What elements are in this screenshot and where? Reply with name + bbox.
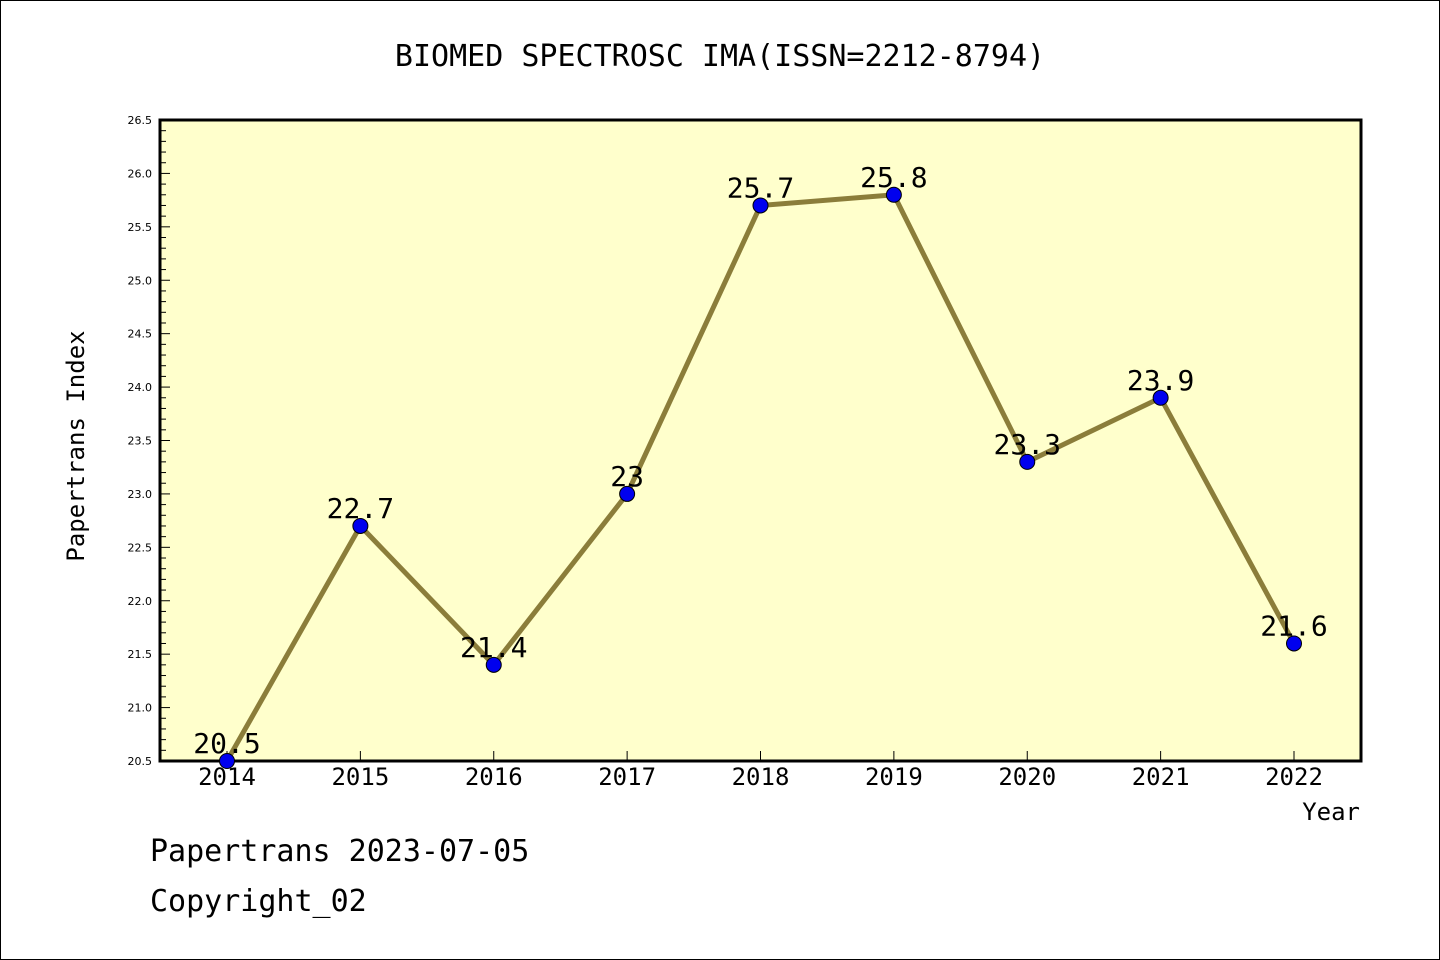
data-point [352,517,369,534]
data-label: 23.9 [1127,364,1194,397]
data-point [619,485,636,502]
data-label: 23 [610,460,644,493]
data-point [485,656,502,673]
y-tick-label: 25.5 [128,221,153,234]
x-tick-label: 2021 [1132,763,1190,791]
data-label: 22.7 [327,492,394,525]
y-tick-label: 26.5 [128,114,153,127]
x-tick-label: 2016 [465,763,523,791]
data-point [752,197,769,214]
x-tick-label: 2015 [331,763,389,791]
y-axis-label: Papertrans Index [62,330,90,561]
y-tick-label: 21.0 [128,702,153,715]
data-label: 23.3 [994,428,1061,461]
x-tick-label: 2022 [1265,763,1323,791]
x-tick-label: 2018 [732,763,790,791]
data-point [1286,635,1302,652]
data-label: 20.5 [193,727,260,760]
y-tick-label: 24.0 [128,381,153,394]
y-tick-label: 26.0 [128,167,153,180]
data-labels: 20.5 22.7 21.4 23 25.7 25.8 23.3 23.9 21.6 [193,161,1327,760]
y-tick-label: 20.5 [128,755,153,768]
data-point [885,186,902,203]
data-points [219,186,1302,769]
footer-copyright: Copyright_02 [150,884,367,919]
y-tick-label: 24.5 [128,328,153,341]
y-tick-label: 23.5 [128,435,153,448]
y-tick-label: 22.5 [128,541,153,554]
data-point [1019,453,1036,470]
x-axis: 2014 2015 2016 2017 2018 2019 2020 2021 2022 [198,751,1323,791]
x-tick-label: 2020 [998,763,1056,791]
data-label: 25.8 [860,161,927,194]
y-tick-label: 23.0 [128,488,153,501]
footer-source: Papertrans 2023-07-05 [150,834,530,869]
x-tick-label: 2017 [598,763,656,791]
chart-title: BIOMED SPECTROSC IMA(ISSN=2212-8794) [395,39,1045,74]
data-label: 25.7 [727,171,794,204]
data-label: 21.6 [1260,609,1327,642]
plot-area [158,118,1363,763]
data-label: 21.4 [460,631,527,664]
y-tick-label: 25.0 [128,274,153,287]
y-tick-label: 21.5 [128,648,153,661]
x-axis-label: Year [1302,798,1360,826]
y-axis: 20.5 21.0 21.5 22.0 22.5 23.0 23.5 24.0 24.5 25.0… [128,114,170,768]
data-point [219,753,235,769]
data-point [1152,389,1169,406]
y-tick-label: 22.0 [128,595,153,608]
x-tick-label: 2019 [865,763,923,791]
